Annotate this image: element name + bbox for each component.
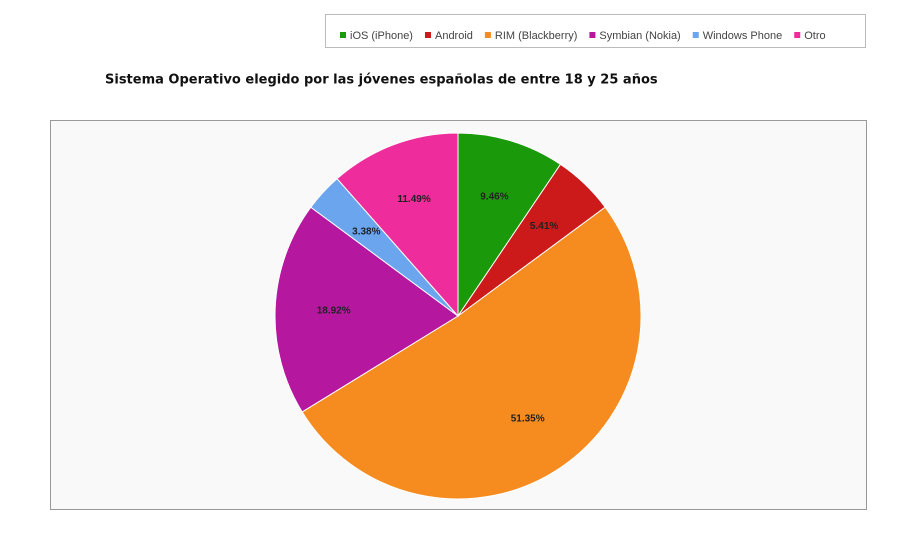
legend-label: Windows Phone	[703, 30, 783, 42]
value-label: 51.35%	[511, 414, 545, 425]
legend-swatch	[692, 32, 699, 38]
value-label: 18.92%	[317, 305, 351, 316]
value-label: 9.46%	[480, 192, 508, 203]
value-label: 5.41%	[530, 221, 558, 232]
legend-swatch	[484, 32, 491, 38]
legend-swatch	[589, 32, 596, 38]
legend-swatch	[340, 32, 346, 38]
legend-swatch	[794, 32, 801, 38]
legend-label: Android	[435, 30, 473, 42]
pie-slice	[336, 132, 459, 318]
pie-slice	[301, 206, 642, 500]
legend-box	[325, 14, 866, 48]
value-label: 11.49%	[397, 194, 430, 205]
pie-slice	[274, 206, 459, 413]
pie: 9.46% 5.41% 51.35% 18.92% 3.38% 11.49%	[274, 132, 642, 500]
legend-label: Otro	[804, 30, 825, 42]
legend: iOS (iPhone) Android RIM (Blackberry) Symbi…	[340, 30, 826, 42]
value-label: 3.38%	[352, 226, 380, 237]
legend-label: Symbian (Nokia)	[599, 30, 680, 42]
legend-label: iOS (iPhone)	[350, 30, 413, 42]
pie-slice	[457, 132, 562, 318]
legend-label: RIM (Blackberry)	[495, 30, 578, 42]
legend-swatch	[424, 32, 431, 38]
chart-title: Sistema Operativo elegido por las jóvene…	[105, 73, 658, 88]
